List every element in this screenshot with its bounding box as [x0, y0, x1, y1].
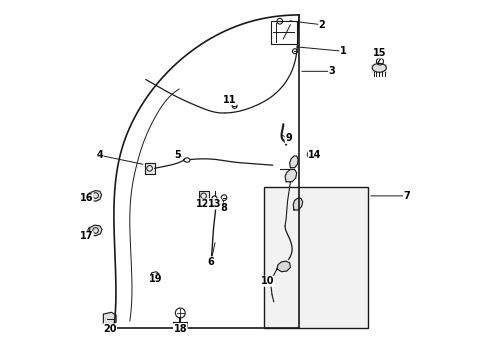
Polygon shape: [289, 156, 298, 168]
Polygon shape: [371, 64, 386, 72]
Text: 13: 13: [207, 199, 221, 209]
Text: 5: 5: [174, 150, 181, 160]
Text: 3: 3: [328, 66, 335, 76]
Polygon shape: [90, 190, 102, 201]
Text: 4: 4: [96, 150, 103, 160]
Polygon shape: [276, 261, 290, 272]
Polygon shape: [89, 225, 102, 236]
Polygon shape: [293, 198, 302, 210]
Bar: [198, 191, 208, 201]
Text: 16: 16: [80, 193, 93, 203]
Bar: [264, 187, 367, 328]
Bar: [270, 21, 297, 44]
Text: 18: 18: [173, 324, 187, 334]
Text: 6: 6: [207, 257, 214, 267]
Text: 2: 2: [318, 20, 325, 30]
Polygon shape: [103, 312, 116, 326]
Text: 17: 17: [80, 231, 93, 242]
Polygon shape: [285, 170, 296, 182]
Text: 14: 14: [307, 150, 321, 160]
Text: 10: 10: [260, 276, 274, 286]
Text: 11: 11: [223, 95, 236, 104]
Text: 7: 7: [403, 191, 409, 201]
Text: 12: 12: [196, 199, 209, 209]
Text: 20: 20: [103, 324, 116, 334]
Text: 8: 8: [220, 203, 226, 213]
Text: 9: 9: [285, 133, 291, 143]
Text: 1: 1: [339, 46, 346, 56]
Text: 15: 15: [372, 48, 385, 58]
Polygon shape: [145, 163, 154, 174]
Text: 19: 19: [148, 274, 162, 284]
